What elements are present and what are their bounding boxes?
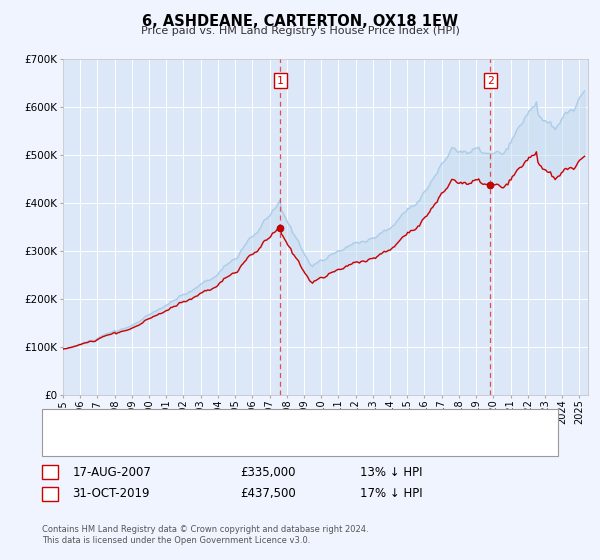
Text: 2: 2 (46, 489, 53, 499)
Text: 13% ↓ HPI: 13% ↓ HPI (360, 465, 422, 479)
Text: Price paid vs. HM Land Registry's House Price Index (HPI): Price paid vs. HM Land Registry's House … (140, 26, 460, 36)
Text: 17-AUG-2007: 17-AUG-2007 (73, 465, 151, 479)
Text: HPI: Average price, detached house, West Oxfordshire: HPI: Average price, detached house, West… (99, 438, 382, 448)
Text: £335,000: £335,000 (240, 465, 296, 479)
Text: 2: 2 (487, 76, 494, 86)
Text: £437,500: £437,500 (240, 487, 296, 501)
Text: 1: 1 (46, 467, 53, 477)
Text: 6, ASHDEANE, CARTERTON, OX18 1EW: 6, ASHDEANE, CARTERTON, OX18 1EW (142, 14, 458, 29)
Text: 17% ↓ HPI: 17% ↓ HPI (360, 487, 422, 501)
Text: 6, ASHDEANE, CARTERTON, OX18 1EW (detached house): 6, ASHDEANE, CARTERTON, OX18 1EW (detach… (99, 418, 395, 428)
Text: 31-OCT-2019: 31-OCT-2019 (73, 487, 150, 501)
Text: Contains HM Land Registry data © Crown copyright and database right 2024.
This d: Contains HM Land Registry data © Crown c… (42, 525, 368, 545)
Text: 1: 1 (277, 76, 284, 86)
